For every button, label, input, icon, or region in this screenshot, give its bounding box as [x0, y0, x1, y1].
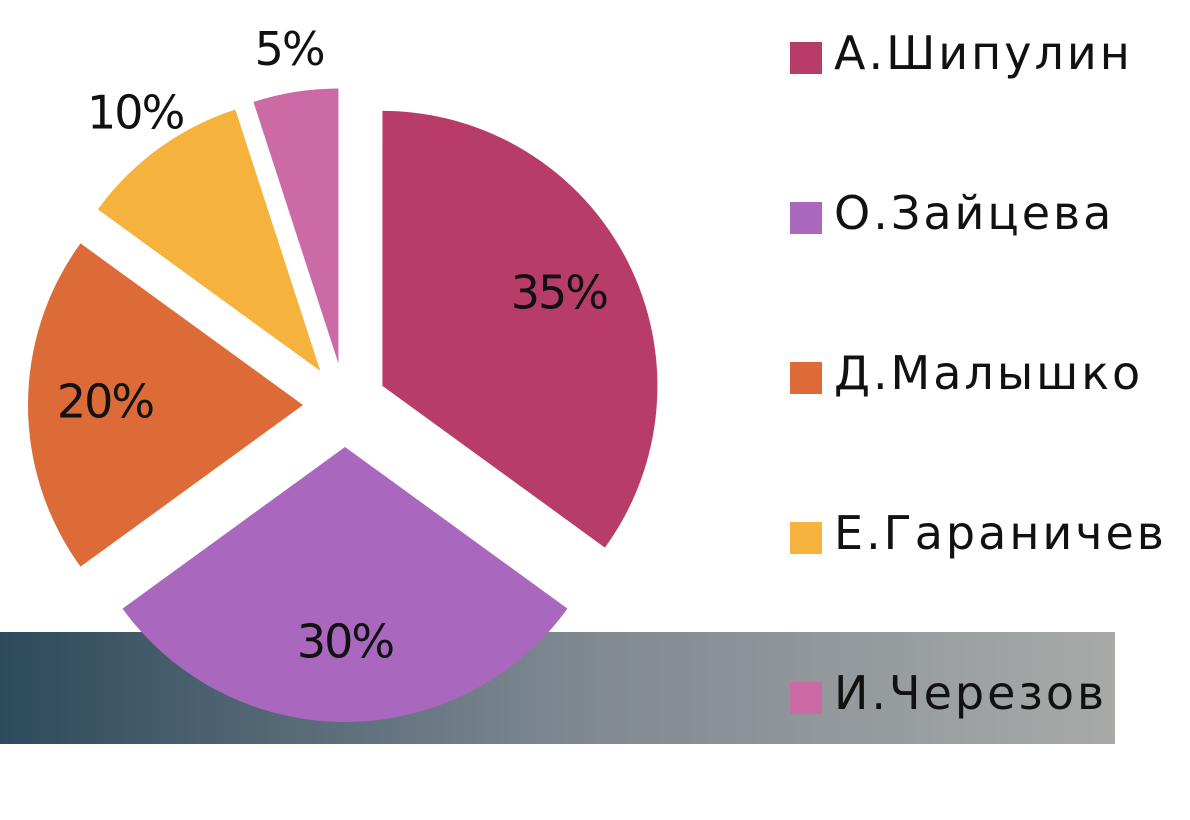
pie-slice — [253, 88, 339, 364]
legend-swatch — [790, 522, 822, 554]
legend-item: А.Шипулин — [790, 20, 1185, 180]
legend-label: О.Зайцева — [834, 186, 1115, 240]
pie-slice — [122, 447, 568, 722]
page: 35% 30% 20% 10% 5% А.Шипулин О.Зайцева Д.Малыш… — [0, 21, 1164, 744]
pie-slice — [97, 109, 321, 372]
data-label: 20% — [57, 375, 154, 429]
legend-swatch — [790, 202, 822, 234]
legend-item: О.Зайцева — [790, 180, 1185, 340]
legend-label: Д.Малышко — [834, 346, 1144, 400]
data-label: 10% — [87, 86, 184, 140]
pie-slice — [382, 110, 658, 548]
data-label: 35% — [511, 266, 608, 320]
pie: 35% 30% 20% 10% 5% — [27, 22, 658, 722]
legend-label: Е.Гараничев — [834, 506, 1167, 560]
legend-item: Е.Гараничев — [790, 500, 1185, 660]
legend-item: И.Черезов — [790, 660, 1185, 820]
legend: А.Шипулин О.Зайцева Д.Малышко Е.Гараничев И.… — [790, 20, 1185, 820]
legend-swatch — [790, 682, 822, 714]
legend-swatch — [790, 42, 822, 74]
data-label: 30% — [297, 615, 394, 669]
data-label: 5% — [255, 22, 324, 76]
legend-swatch — [790, 362, 822, 394]
legend-label: А.Шипулин — [834, 26, 1133, 80]
legend-label: И.Черезов — [834, 666, 1108, 720]
chart: 35% 30% 20% 10% 5% — [0, 22, 1115, 744]
pie-slice — [27, 243, 303, 567]
legend-item: Д.Малышко — [790, 340, 1185, 500]
